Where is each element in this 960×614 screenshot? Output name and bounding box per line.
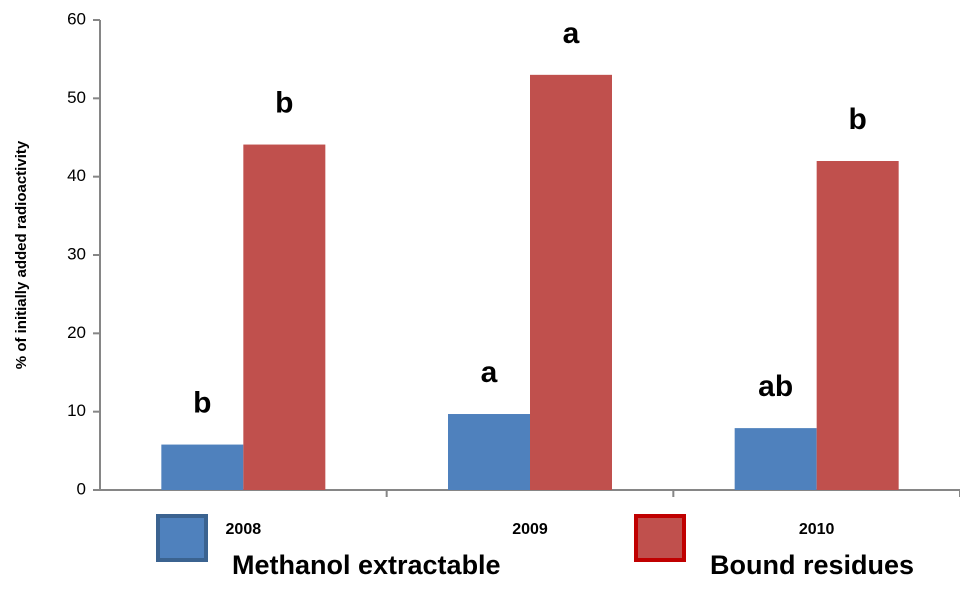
x-tick-label: 2010	[799, 521, 835, 538]
x-tick-label: 2009	[512, 521, 548, 538]
y-tick-label: 30	[67, 244, 86, 263]
significance-label: b	[849, 103, 867, 136]
significance-label: a	[481, 356, 498, 389]
legend-swatch	[156, 514, 208, 562]
significance-label: a	[563, 17, 580, 50]
significance-label: ab	[758, 370, 793, 403]
bar	[816, 161, 899, 490]
bar	[161, 444, 244, 490]
y-tick-label: 0	[77, 479, 86, 498]
legend-swatch	[634, 514, 686, 562]
y-tick-label: 20	[67, 323, 86, 342]
significance-label: b	[275, 86, 293, 119]
y-tick-label: 40	[67, 166, 86, 185]
legend-label: Bound residues	[710, 550, 914, 580]
bar	[448, 414, 530, 490]
y-tick-label: 60	[67, 9, 86, 28]
x-tick-label: 2008	[226, 521, 262, 538]
significance-label: b	[193, 386, 211, 419]
y-axis-label: % of initially added radioactivity	[13, 140, 30, 369]
bar	[530, 74, 612, 490]
bar	[734, 428, 817, 490]
y-tick-label: 50	[67, 88, 86, 107]
y-tick-label: 10	[67, 401, 86, 420]
bar	[243, 144, 326, 491]
legend-label: Methanol extractable	[232, 550, 501, 580]
